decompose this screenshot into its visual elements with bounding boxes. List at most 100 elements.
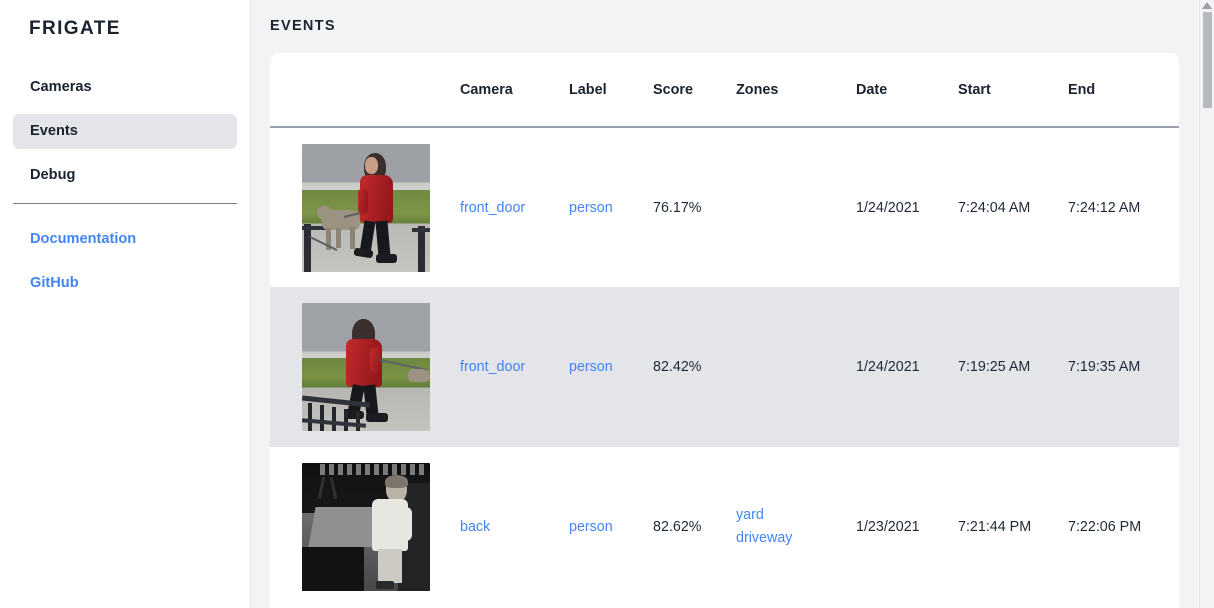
thumbnail-wrapper: [270, 143, 460, 272]
dog-head-icon: [317, 205, 331, 220]
vertical-scrollbar[interactable]: [1199, 0, 1214, 608]
sidebar: FRIGATE Cameras Events Debug Documentati…: [0, 0, 251, 608]
fence-post-icon: [344, 409, 348, 431]
dark-object-region: [302, 547, 364, 591]
column-header-end[interactable]: End: [1068, 81, 1096, 98]
table-row[interactable]: front_door person 82.42% 1/24/2021 7:19:…: [270, 287, 1179, 447]
column-header-label[interactable]: Label: [569, 81, 607, 98]
event-thumbnail-image[interactable]: [302, 303, 430, 431]
camera-link[interactable]: back: [460, 519, 491, 535]
sidebar-item-events[interactable]: Events: [13, 113, 237, 149]
events-table: Camera Label Score Zones Date Start End: [270, 53, 1179, 607]
sidebar-link-github[interactable]: GitHub: [30, 274, 79, 291]
column-header-thumbnail: [270, 53, 460, 127]
person-face-icon: [365, 156, 378, 174]
events-table-head: Camera Label Score Zones Date Start End: [270, 53, 1179, 127]
events-table-body: front_door person 76.17% 1/24/2021 7:24:…: [270, 127, 1179, 607]
label-link[interactable]: person: [569, 199, 613, 216]
cell-zones: [736, 127, 856, 287]
app-brand-title: FRIGATE: [29, 18, 121, 39]
dog-leg-icon: [326, 227, 331, 250]
cell-camera: back: [460, 447, 569, 607]
events-card: Camera Label Score Zones Date Start End: [270, 53, 1179, 608]
thumbnail-wrapper: [270, 303, 460, 431]
cell-start: 7:19:25 AM: [958, 287, 1068, 447]
cell-label: person: [569, 447, 653, 607]
column-header-zones[interactable]: Zones: [736, 81, 779, 98]
sidebar-divider: [13, 202, 237, 204]
thumbnail-wrapper: [270, 463, 460, 591]
camera-link[interactable]: front_door: [460, 199, 526, 216]
ladder-icon: [329, 476, 338, 500]
event-thumbnail-image[interactable]: [302, 143, 430, 272]
cell-thumbnail: [270, 127, 460, 287]
column-header-start[interactable]: Start: [958, 81, 991, 98]
person-arm-icon: [370, 347, 382, 373]
main-content: EVENTS Camera Label Score Zones Date Sta…: [251, 0, 1214, 608]
column-header-camera[interactable]: Camera: [460, 81, 513, 98]
dog-leg-icon: [336, 227, 341, 248]
column-header-score[interactable]: Score: [653, 81, 693, 98]
page-title: EVENTS: [270, 18, 336, 34]
fence-post-icon: [320, 405, 324, 431]
cell-start: 7:24:04 AM: [958, 199, 1031, 216]
cell-camera: front_door: [460, 127, 569, 287]
cell-end: 7:22:06 PM: [1068, 519, 1142, 535]
cell-end: 7:19:35 AM: [1068, 287, 1179, 447]
zone-link[interactable]: driveway: [736, 530, 793, 546]
ladder-icon: [317, 476, 326, 500]
person-arm-icon: [358, 187, 368, 214]
leash-icon: [309, 235, 338, 251]
cell-date: 1/23/2021: [856, 519, 920, 535]
camera-timestamp-overlay: [320, 464, 424, 475]
cell-score: 76.17%: [653, 199, 702, 216]
table-row[interactable]: front_door person 76.17% 1/24/2021 7:24:…: [270, 127, 1179, 287]
cell-start: 7:21:44 PM: [958, 519, 1032, 535]
zone-link[interactable]: yard: [736, 506, 764, 523]
cell-camera: front_door: [460, 287, 569, 447]
sidebar-link-documentation[interactable]: Documentation: [30, 230, 137, 247]
cell-label: person: [569, 127, 653, 287]
person-shoe-icon: [376, 581, 394, 589]
fence-post-icon: [304, 223, 311, 272]
cell-date: 1/24/2021: [856, 199, 920, 216]
sidebar-item-debug[interactable]: Debug: [30, 166, 76, 183]
camera-link[interactable]: front_door: [460, 359, 526, 375]
cell-zones: [736, 287, 856, 447]
sidebar-item-cameras[interactable]: Cameras: [30, 78, 92, 95]
fence-rail-icon: [412, 227, 430, 232]
fence-post-icon: [418, 225, 425, 272]
primary-nav: Cameras Events Debug: [0, 70, 250, 193]
table-header-row: Camera Label Score Zones Date Start End: [270, 53, 1179, 127]
path-region: [308, 507, 382, 547]
event-thumbnail-image[interactable]: [302, 463, 430, 591]
label-link[interactable]: person: [569, 519, 613, 535]
dog-leg-icon: [350, 226, 355, 249]
cell-zones: yard driveway: [736, 447, 856, 607]
person-shoe-icon: [366, 413, 388, 422]
cell-label: person: [569, 287, 653, 447]
cell-score: 82.42%: [653, 287, 736, 447]
person-arm-icon: [398, 507, 412, 541]
fence-rail-icon: [302, 225, 328, 230]
secondary-nav: Documentation GitHub: [0, 224, 250, 298]
dog-body-icon: [408, 369, 430, 382]
person-shoe-icon: [346, 411, 364, 419]
scroll-up-arrow-icon[interactable]: [1202, 2, 1212, 9]
table-row[interactable]: back person 82.62% yard driveway 1/23/20…: [270, 447, 1179, 607]
person-pants-icon: [378, 549, 402, 583]
cell-thumbnail: [270, 447, 460, 607]
person-hair-icon: [385, 475, 408, 488]
cell-score: 82.62%: [653, 519, 702, 535]
cell-thumbnail: [270, 287, 460, 447]
column-header-date[interactable]: Date: [856, 81, 888, 98]
cell-date: 1/24/2021: [856, 287, 958, 447]
fence-post-icon: [308, 403, 312, 431]
person-shoe-icon: [376, 253, 397, 263]
fence-post-icon: [332, 407, 336, 431]
cell-end: 7:24:12 AM: [1068, 199, 1141, 216]
label-link[interactable]: person: [569, 359, 613, 375]
person-leg-icon: [375, 220, 391, 257]
scrollbar-thumb[interactable]: [1203, 12, 1212, 108]
